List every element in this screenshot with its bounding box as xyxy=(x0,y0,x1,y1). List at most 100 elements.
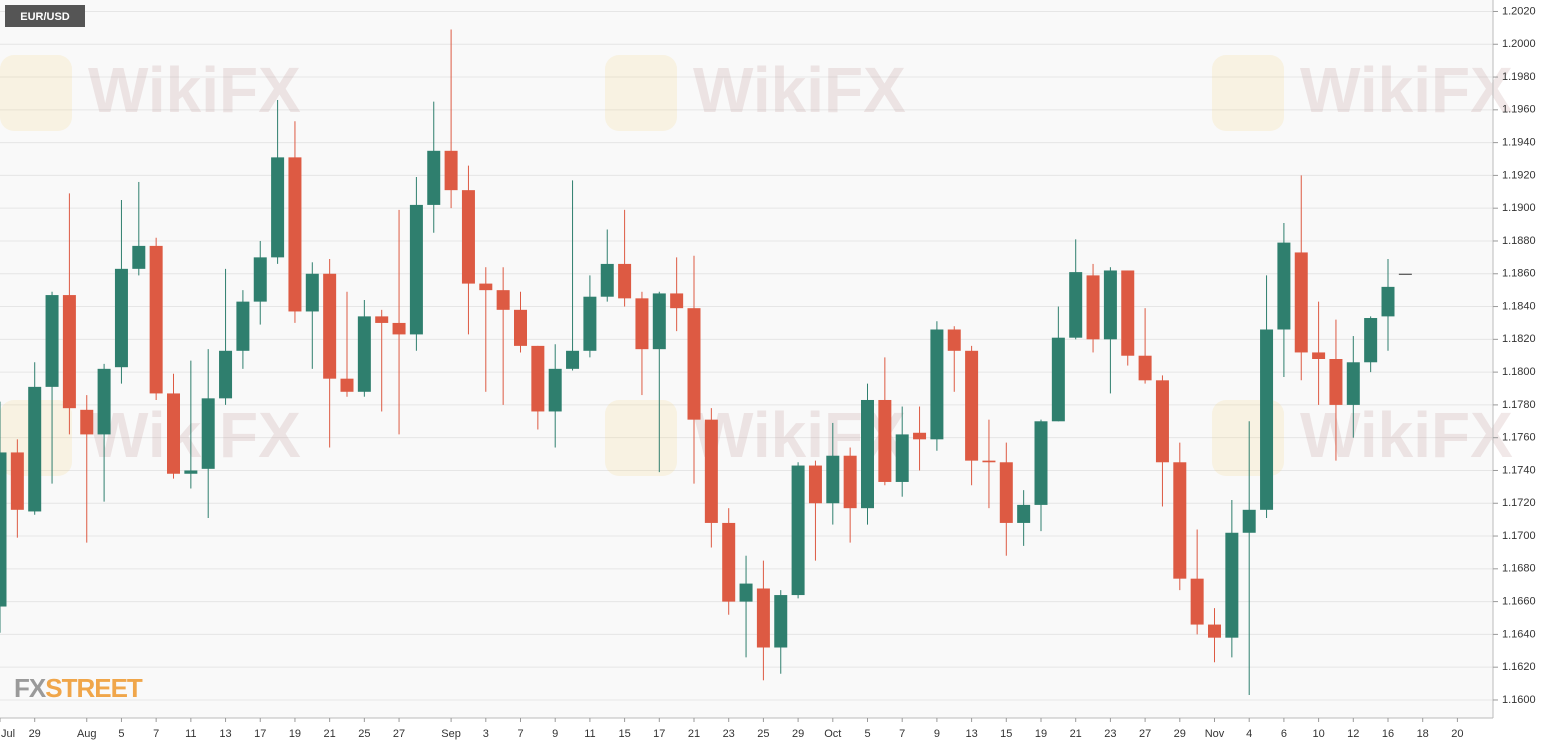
candle-body xyxy=(1294,252,1308,353)
candle-body xyxy=(1138,355,1152,381)
x-tick-label: Oct xyxy=(824,728,841,740)
candle-body xyxy=(461,190,475,284)
x-tick-label: 20 xyxy=(1451,728,1463,740)
candle-body xyxy=(947,329,961,351)
candle-body xyxy=(1398,273,1412,275)
candle-body xyxy=(288,157,302,312)
candle-body xyxy=(826,455,840,504)
candle-body xyxy=(895,434,909,482)
x-tick-label: 23 xyxy=(723,728,735,740)
candle-body xyxy=(861,399,874,509)
candles xyxy=(0,29,1412,696)
candle-body xyxy=(704,419,718,523)
candle-body xyxy=(1208,624,1221,638)
candle-body xyxy=(392,322,406,335)
x-tick-label: 29 xyxy=(29,728,41,740)
y-tick-label: 1.1900 xyxy=(1502,202,1536,214)
watermark-icon xyxy=(605,400,677,476)
candle-body xyxy=(97,368,111,435)
x-tick-label: 5 xyxy=(118,728,124,740)
candle-body xyxy=(722,522,736,602)
candle-body xyxy=(1121,270,1135,356)
x-tick-label: 4 xyxy=(1246,728,1252,740)
x-tick-label: 13 xyxy=(219,728,231,740)
candle-body xyxy=(1069,272,1083,338)
candle-body xyxy=(1381,286,1395,317)
candle-body xyxy=(444,150,458,191)
candle-body xyxy=(1051,337,1065,422)
candle-body xyxy=(756,588,770,648)
x-tick-label: 19 xyxy=(289,728,301,740)
candle-body xyxy=(583,296,597,351)
y-tick-label: 1.1760 xyxy=(1502,432,1536,444)
y-tick-label: 1.1800 xyxy=(1502,366,1536,378)
chart-title: EUR/USD xyxy=(20,11,70,23)
x-tick-label: 17 xyxy=(254,728,266,740)
x-tick-label: Aug xyxy=(77,728,97,740)
y-tick-label: 1.1600 xyxy=(1502,694,1536,706)
y-tick-label: 1.1780 xyxy=(1502,399,1536,411)
y-tick-label: 1.1660 xyxy=(1502,596,1536,608)
candle-body xyxy=(132,245,146,269)
x-tick-label: 27 xyxy=(393,728,405,740)
candle-body xyxy=(62,295,76,409)
title-badge xyxy=(5,5,85,27)
candle-body xyxy=(184,470,198,474)
candle-body xyxy=(1017,504,1031,523)
x-tick-label: 11 xyxy=(584,728,595,740)
candle-body xyxy=(670,293,684,309)
candle-body xyxy=(1312,352,1326,359)
axes: 1.1600 1.1620 1.1640 1.1660 1.1680 1.1700 1.17… xyxy=(0,5,1536,740)
candle-body xyxy=(1034,421,1048,505)
x-tick-label: Nov xyxy=(1205,728,1225,740)
x-tick-label: 15 xyxy=(1000,728,1012,740)
x-tick-label: 7 xyxy=(517,728,523,740)
y-tick-label: 1.1920 xyxy=(1502,169,1536,181)
watermark: WikiFX xyxy=(1300,399,1513,471)
candle-body xyxy=(323,273,337,379)
candle-body xyxy=(10,452,24,510)
candle-body xyxy=(28,386,42,512)
candle-body xyxy=(514,309,527,346)
candle-body xyxy=(965,350,979,461)
candle-body xyxy=(635,298,649,350)
candle-body xyxy=(1173,462,1187,579)
x-tick-label: 15 xyxy=(618,728,630,740)
candle-body xyxy=(357,316,371,392)
candle-body xyxy=(496,290,510,310)
candle-body xyxy=(1260,329,1274,510)
logo-part: FX xyxy=(14,673,47,703)
candle-body xyxy=(149,245,163,394)
candle-body xyxy=(600,263,614,297)
watermark: WikiFX xyxy=(88,399,301,471)
candle-body xyxy=(219,350,233,399)
x-tick-label: 16 xyxy=(1382,728,1394,740)
y-tick-label: 1.1960 xyxy=(1502,104,1536,116)
x-tick-label: 27 xyxy=(1139,728,1151,740)
x-tick-label: 7 xyxy=(153,728,159,740)
watermark: WikiFX xyxy=(88,54,301,126)
x-tick-label: 12 xyxy=(1347,728,1359,740)
watermark-icon xyxy=(1212,400,1284,476)
candle-body xyxy=(305,273,319,312)
candle-body xyxy=(1277,242,1291,330)
candle-body xyxy=(566,350,580,369)
logo-part: STREET xyxy=(45,673,143,703)
candle-body xyxy=(114,268,128,368)
y-tick-label: 1.1620 xyxy=(1502,661,1536,673)
watermark: WikiFX xyxy=(1300,54,1513,126)
x-tick-label: 5 xyxy=(864,728,870,740)
candle-body xyxy=(739,583,753,602)
candle-body xyxy=(982,460,996,463)
candle-body xyxy=(236,301,250,351)
x-tick-label: 29 xyxy=(792,728,804,740)
x-tick-label: 21 xyxy=(1070,728,1082,740)
y-tick-label: 1.2000 xyxy=(1502,38,1536,50)
watermark-icon xyxy=(1212,55,1284,131)
candle-body xyxy=(1103,270,1117,340)
candle-body xyxy=(340,378,354,392)
x-tick-label: 23 xyxy=(1104,728,1116,740)
candle-body xyxy=(80,409,94,435)
x-tick-label: 19 xyxy=(1035,728,1047,740)
